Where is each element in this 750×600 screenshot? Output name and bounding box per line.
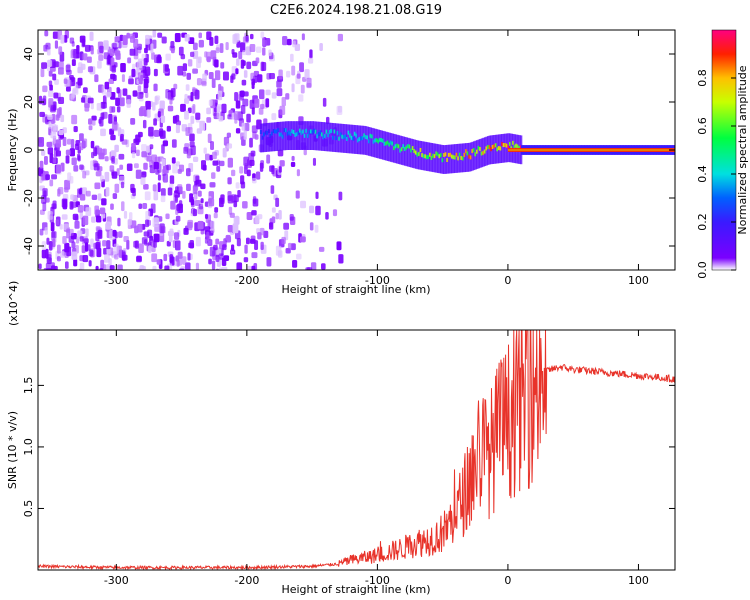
x-tick-label: 100 xyxy=(628,574,649,587)
y-tick-label: 1.5 xyxy=(22,377,35,395)
y-tick-label: 20 xyxy=(22,95,35,109)
colorbar-label: Normalized spectral amplitude xyxy=(736,65,749,234)
y-tick-label: 0.5 xyxy=(22,500,35,518)
snr-axes: -300 -200 -100 0 100 0.5 1.0 1.5 xyxy=(22,330,675,587)
figure-title: C2E6.2024.198.21.08.G19 xyxy=(270,3,442,18)
spectrogram-ylabel: Frequency (Hz) xyxy=(6,109,19,192)
snr-frame xyxy=(37,329,676,571)
colorbar-ticks: 0.0 0.2 0.4 0.6 0.8 xyxy=(696,69,736,279)
y-tick-label: 0 xyxy=(22,147,35,154)
snr-xlabel: Height of straight line (km) xyxy=(281,583,430,596)
colorbar-tick-label: 0.4 xyxy=(696,165,709,183)
colorbar-tick-label: 0.8 xyxy=(696,69,709,87)
colorbar-tick-label: 0.6 xyxy=(696,117,709,135)
colorbar-tick-label: 0.0 xyxy=(696,261,709,279)
x-tick-label: -300 xyxy=(104,274,129,287)
x-tick-label: -100 xyxy=(365,274,390,287)
x-tick-label: -200 xyxy=(234,574,259,587)
spectrogram-image xyxy=(38,30,675,270)
y-tick-label: -20 xyxy=(22,189,35,207)
snr-line xyxy=(38,330,675,570)
y-tick-label: 40 xyxy=(22,47,35,61)
snr-multiplier: (x10^4) xyxy=(7,281,20,326)
x-tick-label: 0 xyxy=(504,274,511,287)
y-tick-label: -40 xyxy=(22,237,35,255)
x-tick-label: 100 xyxy=(628,274,649,287)
colorbar xyxy=(711,29,737,271)
x-tick-label: 0 xyxy=(504,574,511,587)
snr-ylabel: SNR (10 * v/v) xyxy=(6,411,19,489)
spectrogram-xlabel: Height of straight line (km) xyxy=(281,283,430,296)
y-tick-label: 1.0 xyxy=(22,438,35,456)
snr-plot-area xyxy=(38,330,675,570)
snr-panel: -300 -200 -100 0 100 0.5 1.0 1.5 Height of stra… xyxy=(6,281,676,596)
x-tick-label: -100 xyxy=(365,574,390,587)
x-tick-label: -200 xyxy=(234,274,259,287)
x-tick-label: -300 xyxy=(104,574,129,587)
colorbar-tick-label: 0.2 xyxy=(696,213,709,231)
